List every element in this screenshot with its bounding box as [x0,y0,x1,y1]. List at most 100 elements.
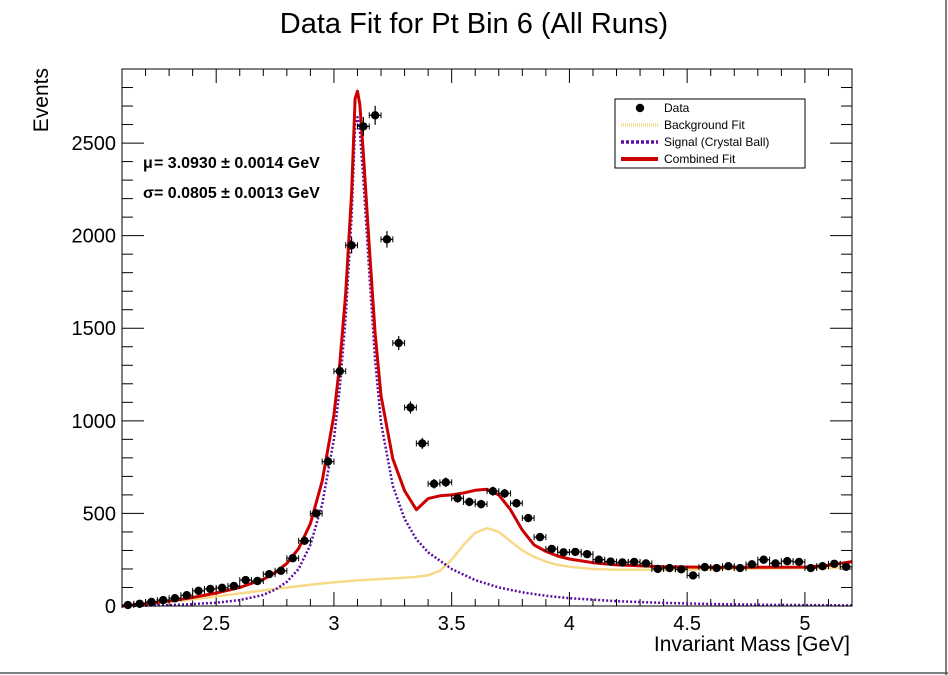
data-point [441,478,450,487]
data-point [370,111,380,120]
data-point [135,599,144,608]
data-point [347,241,356,250]
data-point [217,583,227,593]
data-point [418,439,427,448]
data-point [323,457,333,466]
data-point [312,509,321,518]
y-axis-label: Events [30,68,53,132]
data-point [123,600,133,610]
background-fit-line [121,526,853,608]
fit-curves [121,89,853,608]
legend-label: Data [664,101,690,115]
data-point [747,560,757,569]
data-point [547,544,556,554]
signal-fit-line [121,115,853,608]
data-point [406,403,415,412]
data-point [641,559,651,568]
data-point [394,338,403,348]
data-point [453,494,462,503]
x-tick-label: 4 [564,613,575,635]
data-point [488,486,498,496]
x-tick-label: 3.5 [438,613,466,635]
data-point [841,562,851,571]
y-tick-label: 1000 [72,411,117,433]
data-point [535,532,545,542]
data-point [170,594,180,603]
data-point [700,562,710,572]
data-point [806,563,815,573]
legend-items: Data Background Fit Signal (Crystal Ball) C… [621,101,769,166]
combined-fit-line [121,89,853,608]
data-point [429,479,439,488]
data-point [783,556,792,566]
data-point [476,499,486,509]
x-axis-label: Invariant Mass [GeV] [654,633,850,656]
data-point [759,555,768,564]
data-point [382,235,392,244]
data-point [253,576,262,586]
legend: Data Background Fit Signal (Crystal Ball) C… [614,98,806,169]
data-points [121,105,853,610]
data-point [712,563,721,573]
y-tick-label: 2000 [72,226,117,248]
fit-parameter-value: = 0.0805 ± 0.0013 GeV [154,185,320,202]
y-tick-label: 500 [83,503,116,525]
data-point [288,554,297,563]
y-tick-label: 1500 [72,318,117,340]
x-tick-label: 3 [328,613,339,635]
data-point [594,555,604,564]
data-point [559,548,568,557]
legend-label: Background Fit [664,118,745,132]
axis-ticks: 2.5 3 3.5 4 4.5 5 0 500 1000 1500 2000 2500 [72,69,853,635]
data-point [335,367,345,376]
data-point [771,559,780,568]
data-point [241,575,250,585]
data-point [677,565,686,574]
y-tick-label: 2500 [72,133,117,155]
data-point [735,563,745,573]
data-point [264,569,274,579]
data-point [276,566,286,576]
fit-parameter-symbol: σ [143,185,154,202]
plot-frame [121,68,853,607]
data-point [500,489,509,498]
data-point [524,513,533,523]
data-point [582,549,592,559]
chart-title: Data Fit for Pt Bin 6 (All Runs) [280,8,668,40]
legend-label: Signal (Crystal Ball) [664,135,769,149]
legend-label: Combined Fit [664,152,736,166]
data-point [818,561,827,571]
data-point [465,497,474,507]
data-point [629,557,639,567]
data-point [147,597,156,607]
x-tick-label: 5 [799,613,810,635]
fit-parameter-value: = 3.0930 ± 0.0014 GeV [154,155,320,172]
data-point [794,557,804,567]
data-point [830,559,839,568]
data-point [653,564,662,574]
legend-marker-data [635,103,645,113]
data-point [182,591,191,600]
data-point [206,584,215,594]
legend-box [614,98,806,169]
x-tick-label: 4.5 [673,613,701,635]
x-tick-label: 2.5 [202,613,230,635]
data-point [300,536,309,546]
data-point [229,581,239,591]
y-tick-label: 0 [105,596,116,618]
data-point [159,595,168,605]
data-point [665,563,674,573]
data-point [606,557,615,566]
data-point [724,561,733,571]
data-point [512,499,521,508]
data-point [618,558,627,567]
data-point [571,547,580,557]
data-point [194,586,203,596]
data-point [688,571,698,580]
fit-parameter-symbol: μ [143,155,153,172]
data-point [359,122,368,131]
